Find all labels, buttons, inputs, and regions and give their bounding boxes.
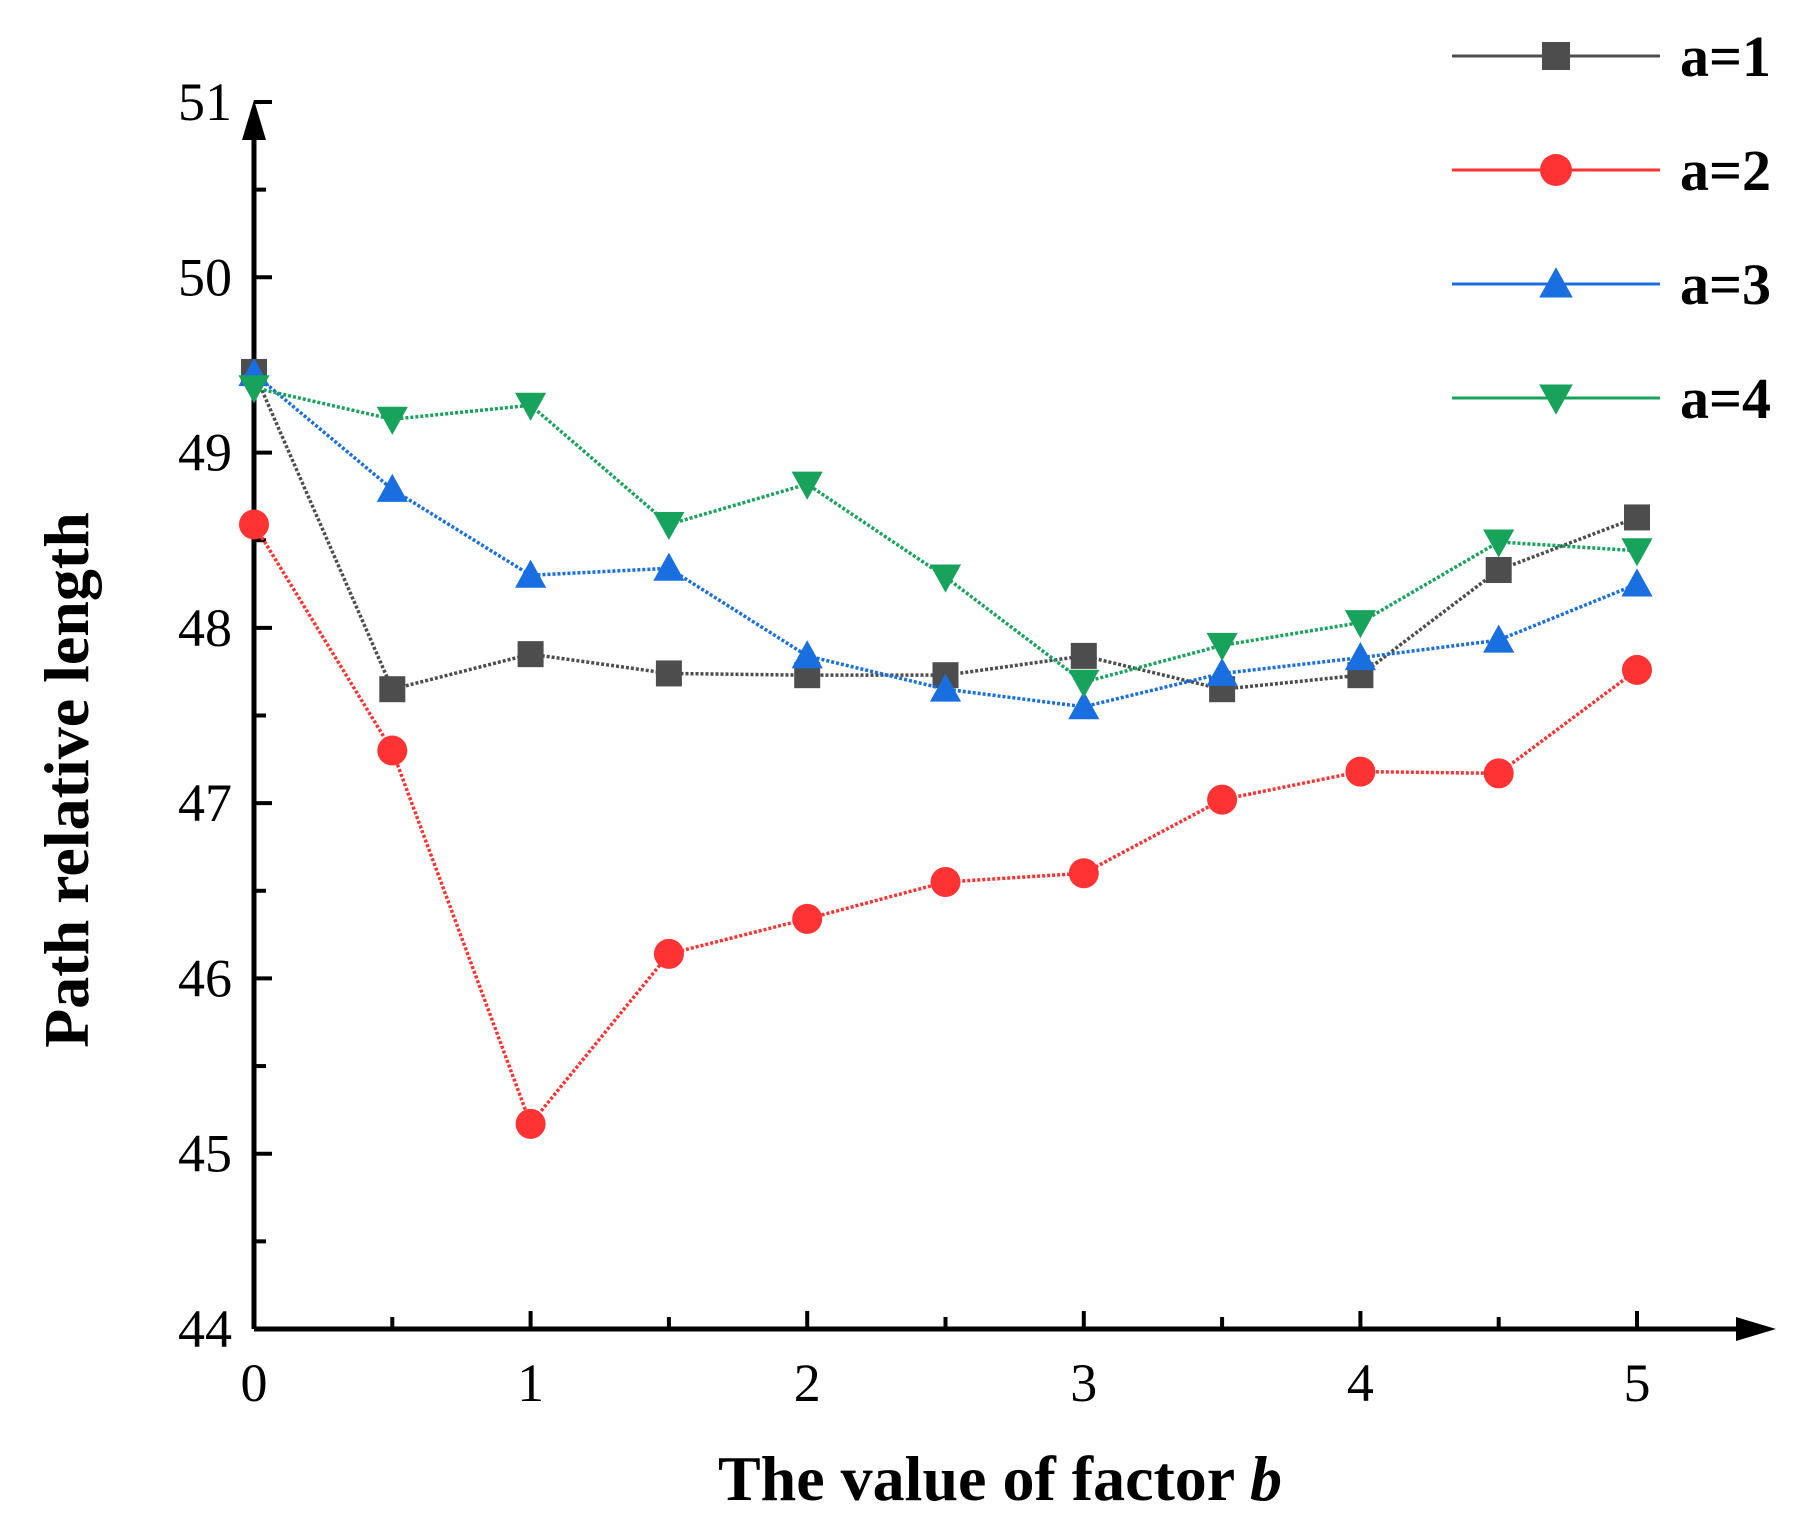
data-point-circle — [377, 735, 408, 766]
series-line — [252, 372, 1638, 709]
legend-item: a=2 — [1452, 138, 1771, 203]
data-point-square — [1070, 642, 1097, 669]
series-a=4 — [238, 375, 1653, 698]
legend-label: a=3 — [1680, 252, 1771, 317]
data-point-triangle-up — [1206, 657, 1238, 686]
data-point-square — [1485, 557, 1512, 584]
data-point-triangle-up — [791, 640, 823, 669]
data-point-square — [517, 641, 544, 668]
series-layer — [238, 358, 1653, 1139]
series-a=2 — [239, 509, 1652, 1139]
data-point-circle — [1622, 654, 1652, 685]
x-tick-label: 2 — [794, 1353, 821, 1413]
y-tick-label: 51 — [178, 72, 232, 132]
data-point-triangle-up — [653, 552, 685, 581]
y-tick-label: 48 — [178, 598, 232, 658]
data-point-triangle-down — [1068, 669, 1100, 698]
data-point-triangle-down — [1344, 610, 1376, 639]
y-tick-label: 45 — [178, 1124, 232, 1184]
data-point-circle — [1345, 756, 1376, 787]
data-point-circle — [1483, 758, 1514, 789]
x-axis-title-text: The value of factor — [718, 1443, 1250, 1514]
y-axis-arrow — [242, 100, 266, 140]
data-point-circle — [653, 938, 684, 969]
data-point-triangle-up — [376, 473, 408, 502]
data-point-triangle-down — [1483, 529, 1515, 558]
x-axis-title: The value of factor b — [718, 1443, 1282, 1514]
data-point-triangle-up — [515, 559, 547, 588]
data-point-triangle-up — [1483, 624, 1515, 653]
y-axis-title: Path relative length — [31, 512, 102, 1048]
data-point-circle — [239, 509, 269, 540]
x-tick-label: 0 — [241, 1353, 268, 1413]
y-tick-label: 50 — [178, 247, 232, 307]
data-point-square — [1542, 42, 1570, 70]
data-point-triangle-down — [1539, 384, 1573, 415]
y-tick-label: 49 — [178, 423, 232, 483]
y-tick-label: 47 — [178, 773, 232, 833]
data-point-triangle-down — [515, 392, 547, 421]
data-point-triangle-down — [376, 406, 408, 435]
legend-label: a=1 — [1680, 24, 1771, 89]
data-point-square — [379, 676, 406, 703]
data-point-circle — [792, 903, 823, 934]
data-point-triangle-up — [929, 673, 962, 702]
data-point-triangle-down — [1621, 538, 1653, 567]
x-tick-label: 1 — [517, 1353, 544, 1413]
series-a=1 — [241, 358, 1650, 703]
x-axis-title-italic: b — [1250, 1443, 1282, 1514]
x-tick-label: 3 — [1070, 1353, 1097, 1413]
x-axis-arrow — [1736, 1317, 1776, 1341]
series-line — [252, 523, 1639, 1128]
data-point-circle — [1207, 784, 1238, 815]
data-point-square — [655, 660, 682, 687]
data-point-triangle-down — [238, 375, 270, 404]
legend-label: a=2 — [1680, 138, 1771, 203]
data-point-triangle-down — [929, 564, 962, 593]
y-tick-label: 46 — [178, 948, 232, 1008]
legend-item: a=1 — [1452, 24, 1771, 89]
data-point-triangle-up — [1344, 642, 1376, 671]
data-point-triangle-up — [1068, 691, 1100, 720]
data-point-triangle-down — [791, 471, 823, 500]
data-point-triangle-down — [1206, 632, 1238, 661]
legend: a=1 a=2 a=3 a=4 — [1452, 24, 1771, 431]
data-point-square — [1624, 504, 1650, 531]
legend-item: a=3 — [1452, 252, 1771, 317]
data-point-triangle-down — [653, 511, 685, 541]
data-point-circle — [930, 867, 961, 898]
legend-label: a=4 — [1680, 366, 1771, 431]
y-tick-label: 44 — [178, 1299, 232, 1359]
data-point-circle — [515, 1108, 546, 1139]
x-tick-label: 5 — [1624, 1353, 1651, 1413]
data-point-circle — [1068, 858, 1099, 889]
series-line — [253, 386, 1638, 685]
data-point-triangle-up — [1621, 568, 1653, 597]
legend-item: a=4 — [1452, 366, 1771, 431]
data-point-triangle-up — [1539, 267, 1573, 298]
data-point-circle — [1540, 154, 1572, 186]
x-tick-label: 4 — [1347, 1353, 1374, 1413]
series-a=3 — [238, 358, 1653, 720]
